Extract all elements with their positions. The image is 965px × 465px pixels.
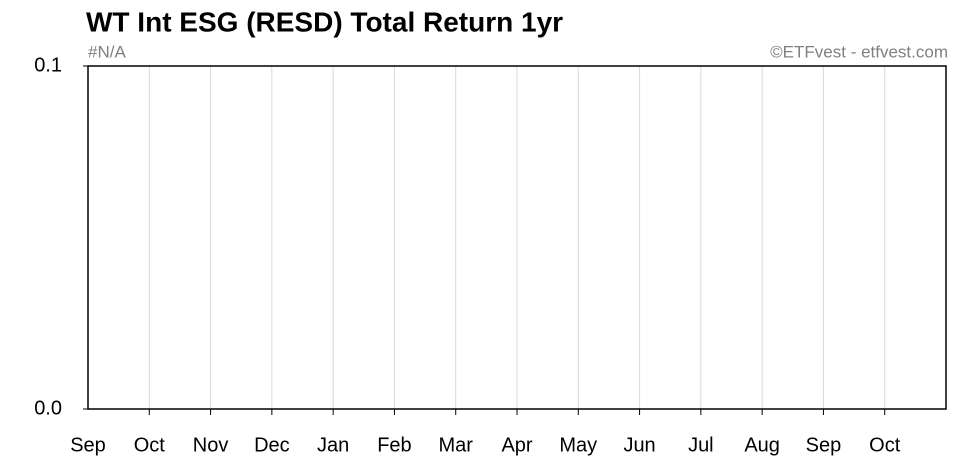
chart-title: WT Int ESG (RESD) Total Return 1yr: [86, 6, 563, 37]
y-tick-label: 0.0: [34, 397, 62, 419]
chart-subtitle: #N/A: [88, 42, 126, 61]
x-tick-label: Jan: [317, 434, 349, 456]
x-tick-label: Sep: [70, 434, 106, 456]
x-tick-label: Apr: [501, 434, 532, 456]
x-tick-label: Sep: [806, 434, 842, 456]
x-tick-label: May: [559, 434, 597, 456]
plot-area: [87, 65, 947, 410]
x-tick-label: Mar: [438, 434, 473, 456]
x-tick-label: Oct: [134, 434, 166, 456]
x-tick-label: Feb: [377, 434, 411, 456]
y-tick-label: 0.1: [34, 54, 62, 76]
x-tick-label: Jun: [623, 434, 655, 456]
x-tick-label: Aug: [744, 434, 780, 456]
credit: ©ETFvest - etfvest.com: [770, 42, 948, 61]
x-tick-label: Oct: [869, 434, 901, 456]
x-tick-label: Dec: [254, 434, 290, 456]
x-tick-label: Nov: [193, 434, 229, 456]
x-tick-label: Jul: [688, 434, 714, 456]
